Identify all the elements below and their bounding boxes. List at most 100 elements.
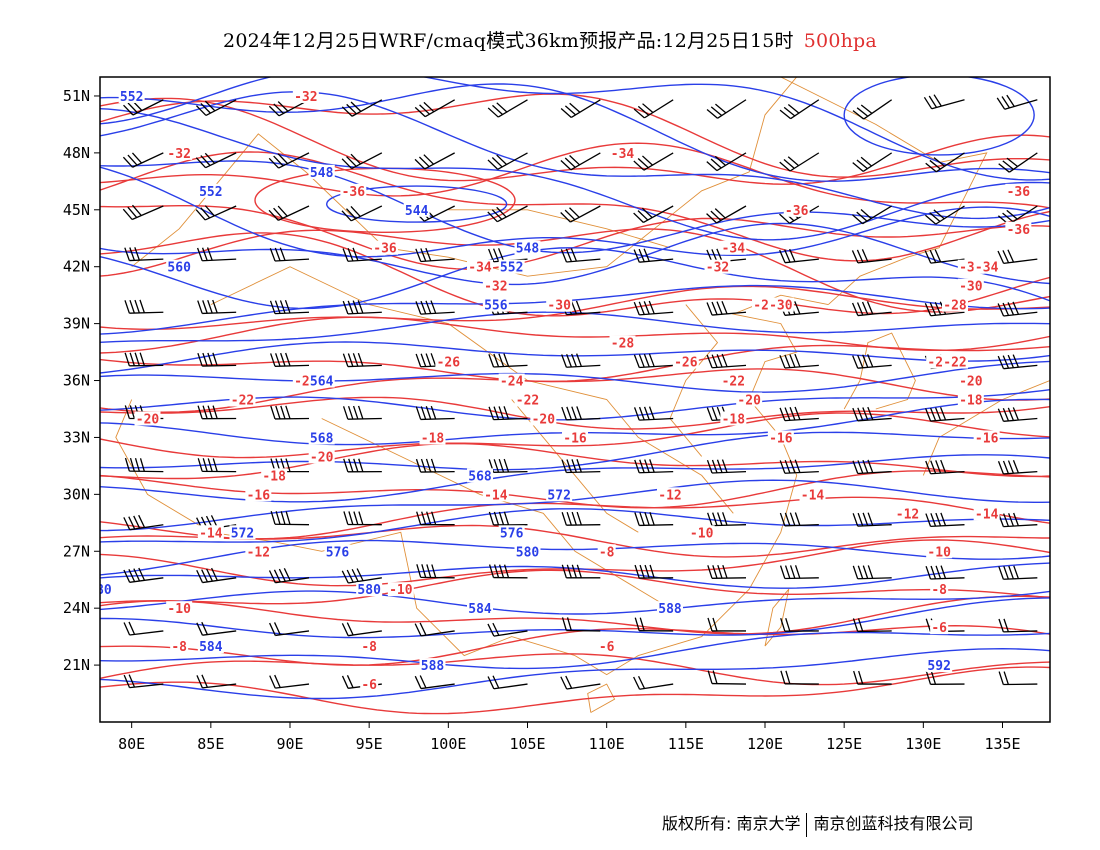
contour-label-bg [957,373,984,388]
temperature-label: -16 [247,488,271,503]
contour-label-bg [736,392,763,407]
wind-barb [924,205,965,225]
temperature-label: -22 [516,394,539,409]
contour-label-bg [134,411,161,426]
contour-label-bg [197,525,224,540]
wind-barb [196,567,237,584]
contour-label-bg [308,164,335,179]
geopotential-contour [100,508,1050,543]
country-border [587,683,616,713]
wind-barb [561,564,601,579]
wind-barb [560,152,601,171]
geopotential-contour [100,597,1050,639]
wind-barb [270,405,310,420]
contour-label-bg [894,506,921,521]
temperature-label: -18 [262,469,286,484]
wind-barb [998,565,1038,580]
temperature-label: -12 [896,507,919,522]
temperature-label: -6 [361,678,377,693]
wind-barb [633,152,674,171]
temperature-contour [100,142,1050,209]
wind-barb [780,670,819,685]
temperature-label: -12 [658,488,681,503]
temperature-label: -16 [769,431,793,446]
contour-label-bg [482,297,509,312]
wind-barb [487,99,528,118]
country-border [843,332,916,410]
contour-label-bg [482,278,509,293]
wind-barb [123,674,164,689]
temperature-contour [100,228,1050,313]
contour-label-bg [973,430,1000,445]
wind-barb [268,205,310,221]
lon-tick-label: 110E [589,735,625,753]
wind-barb [124,352,164,367]
temperature-label: -26 [674,356,698,371]
contour-label-bg [170,639,189,654]
longitude-axis: 80E 85E 90E 95E 100E 105E 110E 115E 120E 125E 130E… [118,722,1021,753]
temperature-label: -30 [547,299,571,314]
lat-tick-label: 51N [63,87,90,105]
contour-label-bg [799,487,826,502]
wind-barb [634,564,674,579]
wind-barb [851,301,892,317]
contour-label-bg [609,335,636,350]
wind-barb [997,354,1038,370]
wind-barb [925,671,965,685]
contour-label-bg [166,259,193,274]
wind-barb [706,353,747,369]
wind-barb [341,99,383,117]
contour-label-bg [930,620,949,635]
wind-barb [633,248,674,263]
lat-tick-label: 45N [63,201,90,219]
wind-barb [270,510,310,526]
wind-barb [416,564,455,579]
geopotential-label: 576 [326,545,350,560]
geopotential-contour [100,77,1050,181]
plot-frame [99,76,1051,723]
contour-label-bg [514,544,541,559]
contour-label-bg [387,582,414,597]
contour-label-bg [308,430,335,445]
temperature-label: -34 [975,261,999,276]
low-center-contour [843,77,1035,156]
wind-barb [488,564,528,579]
contour-label-bg [930,582,949,597]
wind-barb [124,457,164,473]
wind-barb [487,675,528,690]
wind-barb [561,406,601,421]
wind-barb [998,512,1038,528]
contour-label-bg [419,430,446,445]
temperature-contour [100,442,1050,480]
contour-label-bg [372,240,398,255]
geopotential-contour [100,631,1050,670]
wind-barb [341,622,382,637]
wind-barb [779,512,819,527]
wind-barb [414,152,455,170]
temperature-label: -20 [310,450,334,465]
contour-label-bg [197,639,224,654]
geopotential-label: 580 [88,583,112,598]
wind-barb [123,514,164,531]
wind-barb [197,405,237,420]
wind-barbs-layer [122,94,1038,690]
wind-barb [124,299,164,314]
contour-label-bg [467,259,493,274]
wind-barb [197,458,237,473]
geopotential-label: 592 [927,659,950,674]
lon-tick-label: 90E [276,735,303,753]
contour-label-bg [609,145,636,160]
country-border [780,77,988,305]
contour-label-bg [546,487,573,502]
wind-barb [923,94,965,110]
wind-barb [633,675,674,690]
wind-barb [561,459,601,474]
wind-barb [342,247,382,262]
contour-label-bg [403,202,430,217]
temperature-label: -8 [361,640,377,655]
contour-label-bg [942,297,968,312]
geopotential-label: 548 [310,166,334,181]
wind-barb [414,675,455,690]
temperature-contour [100,396,1050,430]
contour-label-bg [1005,183,1032,198]
